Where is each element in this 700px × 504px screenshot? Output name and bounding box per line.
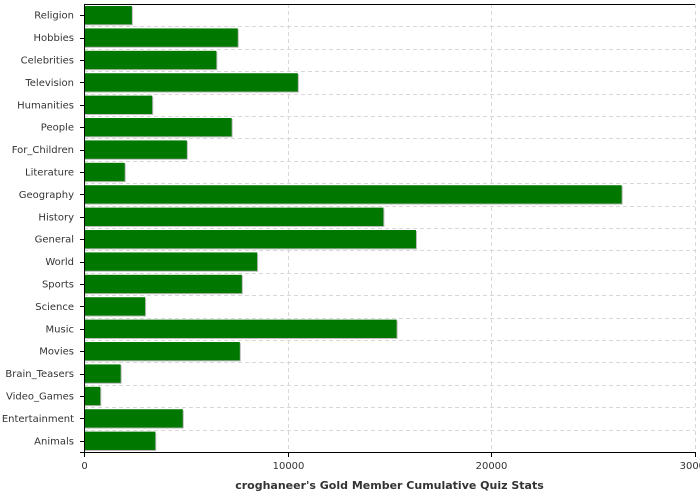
category-label: People xyxy=(41,123,74,134)
category-label: Brain_Teasers xyxy=(5,369,74,380)
category-label: Video_Games xyxy=(6,392,74,403)
x-tick-label: 20000 xyxy=(476,461,508,472)
category-label: Science xyxy=(35,302,74,313)
bar-video-games xyxy=(84,386,101,406)
category-label: World xyxy=(45,257,74,268)
bars xyxy=(84,6,623,451)
category-label: General xyxy=(35,235,74,246)
category-label: Animals xyxy=(34,436,74,447)
category-label: For_Children xyxy=(12,145,74,156)
category-label: Geography xyxy=(19,190,74,201)
category-label: Entertainment xyxy=(2,414,74,425)
bar-science xyxy=(84,297,146,316)
bar-movies xyxy=(84,342,240,361)
category-label: Celebrities xyxy=(21,56,74,67)
bar-religion xyxy=(84,6,132,25)
bar-sports xyxy=(84,274,242,294)
bar-animals xyxy=(84,431,156,450)
category-label: Music xyxy=(46,324,74,335)
category-label: Sports xyxy=(42,280,74,291)
bar-television xyxy=(84,73,298,92)
bar-people xyxy=(84,118,232,137)
grid-lines xyxy=(84,4,696,453)
x-tick-label: 0 xyxy=(81,461,87,472)
bar-hobbies xyxy=(84,28,238,47)
bar-world xyxy=(84,252,258,271)
category-label: History xyxy=(38,212,74,223)
x-axis-title: croghaneer's Gold Member Cumulative Quiz… xyxy=(235,479,544,492)
bar-brain-teasers xyxy=(84,364,121,383)
category-label: Humanities xyxy=(17,100,74,111)
category-label: Religion xyxy=(34,11,74,22)
bar-for-children xyxy=(84,140,187,159)
bar-general xyxy=(84,230,416,249)
x-tick-labels: 0 10000 20000 30000 xyxy=(81,461,700,472)
axes xyxy=(80,4,696,457)
x-tick-label: 30000 xyxy=(680,461,700,472)
bar-music xyxy=(84,319,397,338)
bar-entertainment xyxy=(84,409,183,428)
bar-celebrities xyxy=(84,50,217,70)
bar-literature xyxy=(84,162,125,182)
bar-humanities xyxy=(84,95,153,114)
category-label: Hobbies xyxy=(34,33,74,44)
bar-geography xyxy=(84,185,622,204)
bar-history xyxy=(84,207,384,226)
category-label: Television xyxy=(24,78,74,89)
x-tick-label: 10000 xyxy=(273,461,305,472)
category-label: Literature xyxy=(25,168,74,179)
category-labels: Religion Hobbies Celebrities Television Huma… xyxy=(2,11,74,448)
category-label: Movies xyxy=(39,347,74,358)
